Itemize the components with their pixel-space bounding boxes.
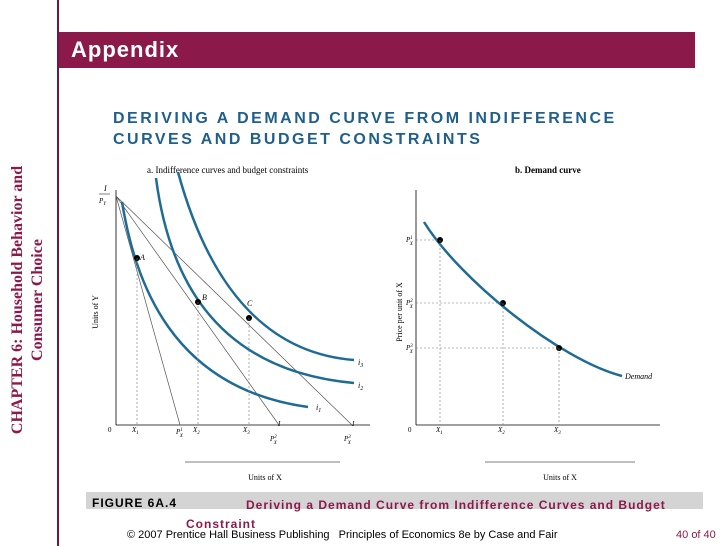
point-b-label: B (202, 293, 207, 302)
caption-bar (86, 492, 703, 509)
panel-a-origin: 0 (108, 426, 112, 434)
indifference-curve-2 (154, 177, 355, 385)
footer: © 2007 Prentice Hall Business Publishing… (127, 529, 564, 541)
panel-a-x-axis-label: Units of X (248, 473, 282, 482)
panel-b-x-axis-label: Units of X (543, 473, 577, 482)
chapter-title-line1: CHAPTER 6: Household Behavior and (9, 165, 26, 435)
chapter-sidebar: CHAPTER 6: Household Behavior and Consum… (0, 0, 57, 546)
budget-line-3 (115, 195, 353, 426)
indifference-curve-3 (176, 171, 355, 362)
indifference-curve-1 (120, 201, 309, 409)
chapter-title: CHAPTER 6: Household Behavior and Consum… (8, 166, 48, 434)
figure-svg: a. Indifference curves and budget constr… (91, 165, 660, 482)
panel-b-title: b. Demand curve (515, 165, 581, 175)
demand-curve (422, 221, 623, 378)
demand-curve-label: Demand (624, 372, 653, 381)
panel-a-x2: X2 (192, 426, 200, 436)
sidebar-divider (57, 0, 59, 546)
point-c-label: C (247, 299, 253, 308)
footer-copyright: © 2007 Prentice Hall Business Publishing (127, 529, 330, 541)
header-bar: Appendix (59, 32, 695, 68)
panel-b-p3: P3 X (405, 344, 414, 355)
budget-line-2 (115, 195, 280, 426)
page-number: 40 of 40 (676, 529, 716, 541)
chapter-title-line2: Consumer Choice (29, 239, 46, 361)
budget-x-intercept-1: P1 X (175, 428, 184, 439)
panel-b-p1: P1 X (405, 236, 414, 247)
intercept-label: I (103, 184, 107, 193)
budget-x-intercept-2-income: I (277, 420, 281, 428)
panel-a-x1: X1 (131, 426, 139, 436)
curve-i1-label: i1 (316, 403, 321, 414)
point-a-label: A (139, 253, 145, 262)
panel-b-x1: X1 (435, 426, 443, 436)
figure-label: FIGURE 6A.4 (92, 496, 178, 510)
figure: a. Indifference curves and budget constr… (90, 160, 700, 492)
curve-i3-label: i3 (358, 358, 363, 369)
slide-title: DERIVING A DEMAND CURVE FROM INDIFFERENC… (113, 110, 617, 148)
footer-book: Principles of Economics 8e by Case and F… (338, 529, 558, 541)
panel-b-p2: P2 X (405, 299, 414, 310)
panel-b-x3: X3 (553, 426, 561, 436)
budget-line-1 (115, 195, 181, 426)
panel-a-x3: X3 (242, 426, 250, 436)
budget-x-intercept-3: P3 X (343, 435, 352, 446)
header-title: Appendix (71, 37, 180, 62)
budget-x-intercept-3-income: I (351, 420, 355, 428)
page-current: 40 (676, 529, 689, 541)
figure-caption: Deriving a Demand Curve from Indifferenc… (186, 498, 666, 531)
panel-b-origin: 0 (408, 426, 412, 434)
panel-b-x2: X2 (497, 426, 505, 436)
curve-i2-label: i2 (358, 381, 363, 392)
budget-x-intercept-2: P2 X (269, 435, 278, 446)
page-total: of 40 (691, 529, 716, 541)
panel-a-title: a. Indifference curves and budget constr… (147, 165, 309, 175)
intercept-price-label: PY (98, 197, 107, 207)
panel-b-y-axis-label: Price per unit of X (395, 282, 404, 342)
panel-a-y-axis-label: Units of Y (91, 295, 100, 329)
